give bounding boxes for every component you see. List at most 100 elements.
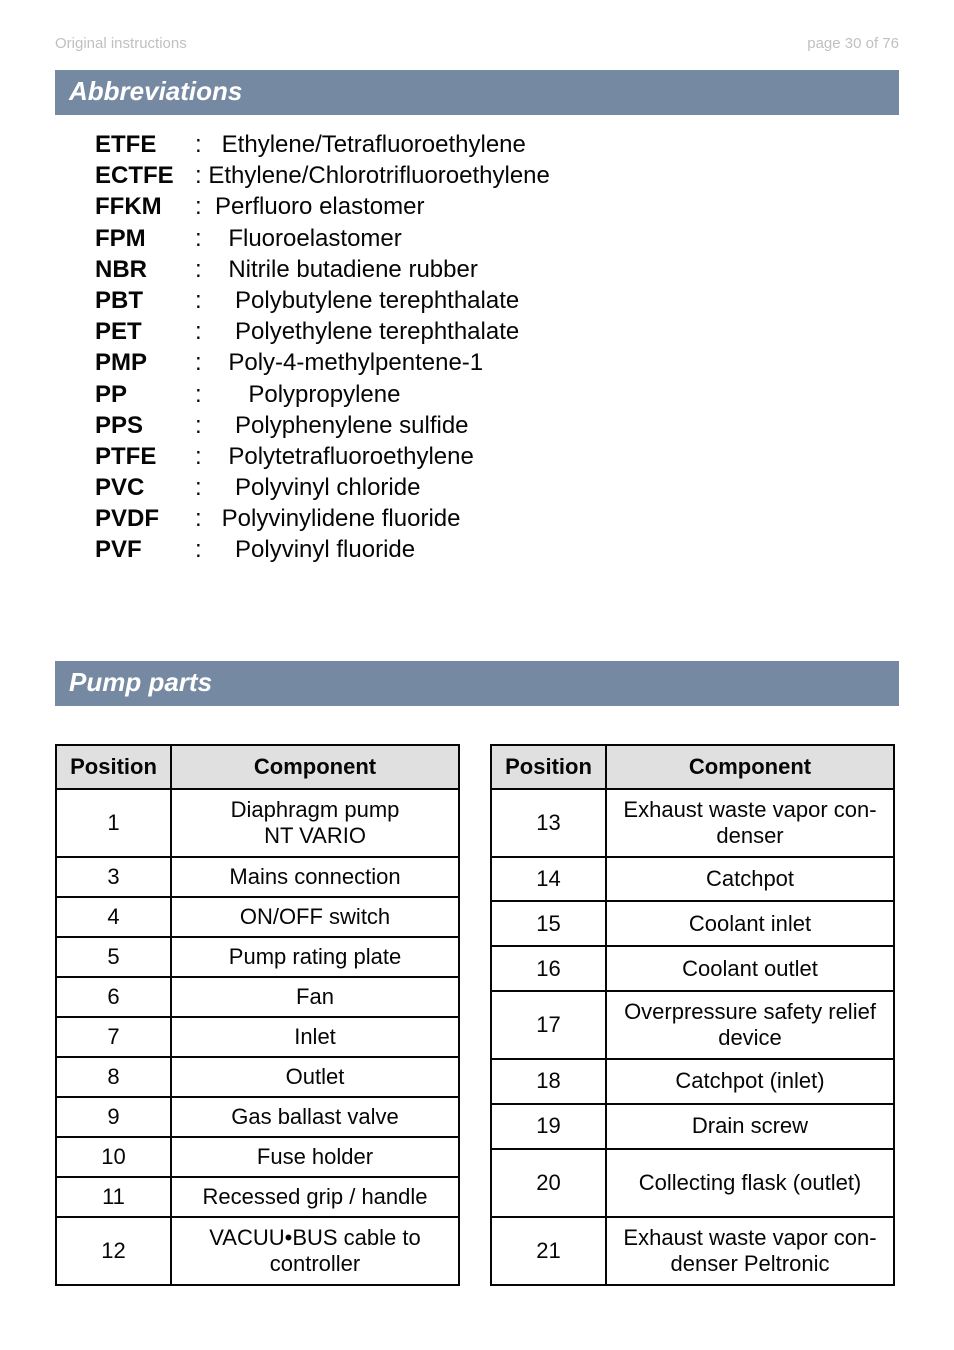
abbr-value: Ethylene/Tetrafluoroethylene xyxy=(222,131,526,158)
table-row: 7Inlet xyxy=(56,1017,459,1057)
position-cell: 6 xyxy=(56,977,171,1017)
table-row: 3Mains connection xyxy=(56,857,459,897)
abbr-row: PVDF: Polyvinylidene fluoride xyxy=(95,503,899,534)
component-cell: Coolant outlet xyxy=(606,946,894,991)
abbr-value: Polyphenylene sulfide xyxy=(235,412,469,439)
table-row: 1Diaphragm pumpNT VARIO xyxy=(56,789,459,857)
abbr-row: PMP: Poly-4-methylpentene-1 xyxy=(95,347,899,378)
parts-table-left: Position Component 1Diaphragm pumpNT VAR… xyxy=(55,744,460,1286)
abbr-sep: : xyxy=(195,287,235,314)
table-header-position: Position xyxy=(491,745,606,789)
component-cell: Fuse holder xyxy=(171,1137,459,1177)
abbr-sep: : xyxy=(195,412,235,439)
abbr-key: FPM xyxy=(95,223,195,254)
section-pump-parts: Pump parts xyxy=(55,661,899,706)
position-cell: 20 xyxy=(491,1149,606,1217)
section-abbreviations: Abbreviations xyxy=(55,70,899,115)
abbr-row: PPS: Polyphenylene sulfide xyxy=(95,410,899,441)
table-row: 6Fan xyxy=(56,977,459,1017)
position-cell: 16 xyxy=(491,946,606,991)
position-cell: 7 xyxy=(56,1017,171,1057)
position-cell: 17 xyxy=(491,991,606,1059)
abbr-row: NBR: Nitrile butadiene rubber xyxy=(95,254,899,285)
position-cell: 19 xyxy=(491,1104,606,1149)
abbr-key: PVF xyxy=(95,534,195,565)
position-cell: 8 xyxy=(56,1057,171,1097)
abbr-row: ETFE: Ethylene/Tetrafluoroethylene xyxy=(95,129,899,160)
table-row: 20Collecting flask (outlet) xyxy=(491,1149,894,1217)
pump-parts-tables: Position Component 1Diaphragm pumpNT VAR… xyxy=(55,744,899,1286)
component-cell: Recessed grip / handle xyxy=(171,1177,459,1217)
abbr-sep: : xyxy=(195,256,228,283)
position-cell: 18 xyxy=(491,1059,606,1104)
abbr-row: PP: Polypropylene xyxy=(95,379,899,410)
header-right: page 30 of 76 xyxy=(807,35,899,52)
component-cell: Collecting flask (outlet) xyxy=(606,1149,894,1217)
position-cell: 1 xyxy=(56,789,171,857)
position-cell: 13 xyxy=(491,789,606,857)
abbr-value: Poly-4-methylpentene-1 xyxy=(228,349,483,376)
component-cell: Mains connection xyxy=(171,857,459,897)
component-cell: Exhaust waste vapor con-denser xyxy=(606,789,894,857)
position-cell: 9 xyxy=(56,1097,171,1137)
abbr-key: ECTFE xyxy=(95,160,195,191)
abbr-row: FPM: Fluoroelastomer xyxy=(95,223,899,254)
table-row: 19Drain screw xyxy=(491,1104,894,1149)
abbr-key: NBR xyxy=(95,254,195,285)
table-row: 9Gas ballast valve xyxy=(56,1097,459,1137)
table-row: 5Pump rating plate xyxy=(56,937,459,977)
table-row: 4ON/OFF switch xyxy=(56,897,459,937)
abbreviations-list: ETFE: Ethylene/TetrafluoroethyleneECTFE:… xyxy=(55,129,899,566)
abbr-value: Ethylene/Chlorotrifluoroethylene xyxy=(208,162,550,189)
abbr-value: Polybutylene terephthalate xyxy=(235,287,519,314)
table-row: 11Recessed grip / handle xyxy=(56,1177,459,1217)
position-cell: 15 xyxy=(491,901,606,946)
abbr-sep: : xyxy=(195,474,235,501)
abbr-sep: : xyxy=(195,505,222,532)
component-cell: VACUU•BUS cable tocontroller xyxy=(171,1217,459,1285)
abbr-row: PVF: Polyvinyl fluoride xyxy=(95,534,899,565)
abbr-sep: : xyxy=(195,162,208,189)
parts-table-right: Position Component 13Exhaust waste vapor… xyxy=(490,744,895,1286)
page-header: Original instructions page 30 of 76 xyxy=(55,35,899,52)
component-cell: Catchpot (inlet) xyxy=(606,1059,894,1104)
position-cell: 3 xyxy=(56,857,171,897)
abbr-value: Polypropylene xyxy=(248,381,400,408)
table-row: 18Catchpot (inlet) xyxy=(491,1059,894,1104)
abbr-sep: : xyxy=(195,131,222,158)
table-row: 14Catchpot xyxy=(491,857,894,902)
abbr-value: Perfluoro elastomer xyxy=(215,193,424,220)
abbr-key: PVC xyxy=(95,472,195,503)
abbr-value: Polyvinylidene fluoride xyxy=(222,505,461,532)
component-cell: Outlet xyxy=(171,1057,459,1097)
abbr-value: Polytetrafluoroethylene xyxy=(228,443,473,470)
component-cell: Catchpot xyxy=(606,857,894,902)
abbr-key: PP xyxy=(95,379,195,410)
component-cell: Fan xyxy=(171,977,459,1017)
abbr-key: PVDF xyxy=(95,503,195,534)
component-cell: Pump rating plate xyxy=(171,937,459,977)
abbr-key: PMP xyxy=(95,347,195,378)
position-cell: 4 xyxy=(56,897,171,937)
abbr-sep: : xyxy=(195,318,235,345)
abbr-value: Polyvinyl fluoride xyxy=(235,536,415,563)
abbr-sep: : xyxy=(195,381,248,408)
abbr-sep: : xyxy=(195,349,228,376)
abbr-row: PTFE: Polytetrafluoroethylene xyxy=(95,441,899,472)
component-cell: Coolant inlet xyxy=(606,901,894,946)
table-row: 12VACUU•BUS cable tocontroller xyxy=(56,1217,459,1285)
component-cell: Gas ballast valve xyxy=(171,1097,459,1137)
abbr-row: FFKM: Perfluoro elastomer xyxy=(95,191,899,222)
position-cell: 12 xyxy=(56,1217,171,1285)
header-left: Original instructions xyxy=(55,35,187,52)
component-cell: ON/OFF switch xyxy=(171,897,459,937)
table-header-component: Component xyxy=(606,745,894,789)
table-row: 15Coolant inlet xyxy=(491,901,894,946)
table-row: 16Coolant outlet xyxy=(491,946,894,991)
abbr-key: PPS xyxy=(95,410,195,441)
abbr-value: Nitrile butadiene rubber xyxy=(228,256,477,283)
position-cell: 21 xyxy=(491,1217,606,1285)
abbr-key: PBT xyxy=(95,285,195,316)
table-row: 21Exhaust waste vapor con-denser Peltron… xyxy=(491,1217,894,1285)
position-cell: 10 xyxy=(56,1137,171,1177)
